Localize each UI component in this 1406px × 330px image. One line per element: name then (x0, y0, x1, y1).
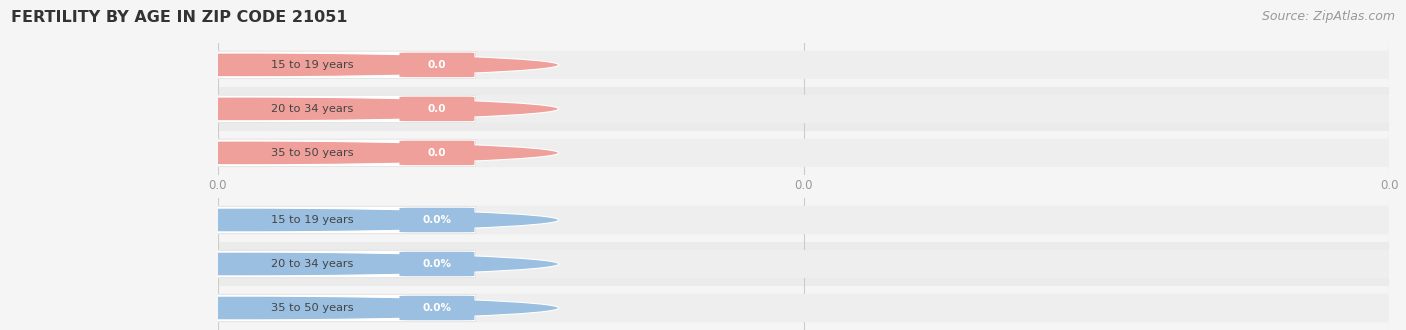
Text: 0.0: 0.0 (427, 60, 446, 70)
FancyBboxPatch shape (208, 206, 475, 234)
FancyBboxPatch shape (207, 139, 1400, 167)
FancyBboxPatch shape (208, 250, 475, 278)
Text: FERTILITY BY AGE IN ZIP CODE 21051: FERTILITY BY AGE IN ZIP CODE 21051 (11, 10, 347, 25)
Text: 0.0: 0.0 (427, 148, 446, 158)
Text: 35 to 50 years: 35 to 50 years (270, 148, 353, 158)
FancyBboxPatch shape (399, 296, 474, 320)
FancyBboxPatch shape (208, 139, 475, 167)
FancyBboxPatch shape (208, 294, 475, 322)
Circle shape (0, 296, 558, 320)
FancyBboxPatch shape (207, 294, 1400, 322)
Text: 15 to 19 years: 15 to 19 years (270, 60, 353, 70)
Text: 35 to 50 years: 35 to 50 years (270, 303, 353, 313)
FancyBboxPatch shape (207, 250, 1400, 278)
FancyBboxPatch shape (399, 252, 474, 276)
FancyBboxPatch shape (208, 51, 475, 79)
Circle shape (0, 208, 558, 232)
Text: 15 to 19 years: 15 to 19 years (270, 215, 353, 225)
Text: 0.0: 0.0 (427, 104, 446, 114)
Circle shape (0, 97, 558, 121)
FancyBboxPatch shape (208, 95, 475, 123)
Bar (218, 198, 1389, 242)
Text: 0.0%: 0.0% (422, 303, 451, 313)
FancyBboxPatch shape (399, 53, 474, 77)
Text: 0.0%: 0.0% (422, 259, 451, 269)
Circle shape (0, 141, 558, 165)
Bar (218, 87, 1389, 131)
Bar (218, 242, 1389, 286)
Text: 20 to 34 years: 20 to 34 years (270, 104, 353, 114)
Text: Source: ZipAtlas.com: Source: ZipAtlas.com (1261, 10, 1395, 23)
FancyBboxPatch shape (207, 206, 1400, 234)
Circle shape (0, 53, 558, 77)
FancyBboxPatch shape (207, 51, 1400, 79)
FancyBboxPatch shape (399, 141, 474, 165)
Text: 20 to 34 years: 20 to 34 years (270, 259, 353, 269)
Circle shape (0, 252, 558, 276)
FancyBboxPatch shape (399, 208, 474, 232)
Bar (218, 286, 1389, 330)
Bar (218, 131, 1389, 175)
FancyBboxPatch shape (207, 95, 1400, 123)
Bar (218, 43, 1389, 87)
Text: 0.0%: 0.0% (422, 215, 451, 225)
FancyBboxPatch shape (399, 97, 474, 121)
